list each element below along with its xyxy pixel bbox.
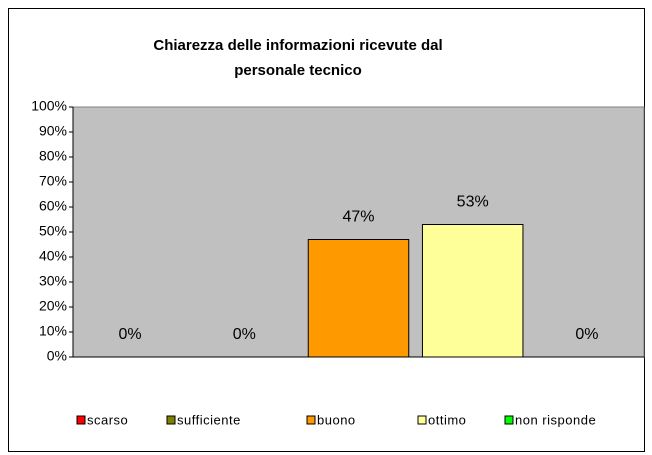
value-label: 0% bbox=[119, 326, 142, 343]
bar bbox=[421, 224, 524, 358]
y-tick-label: 20% bbox=[39, 298, 67, 314]
y-tick-label: 10% bbox=[39, 323, 67, 339]
value-label: 0% bbox=[233, 326, 256, 343]
y-tick-label: 0% bbox=[47, 348, 67, 364]
y-tick-label: 90% bbox=[39, 123, 67, 139]
legend-swatch bbox=[76, 415, 86, 425]
chart-title: personale tecnico bbox=[234, 62, 362, 79]
y-tick-label: 60% bbox=[39, 198, 67, 214]
y-tick-label: 30% bbox=[39, 273, 67, 289]
bar bbox=[307, 239, 410, 358]
y-tick-label: 50% bbox=[39, 223, 67, 239]
legend-label: sufficiente bbox=[177, 412, 241, 427]
legend-swatch bbox=[417, 415, 427, 425]
value-label: 47% bbox=[342, 209, 374, 226]
legend-label: scarso bbox=[87, 412, 128, 427]
legend-label: buono bbox=[317, 412, 356, 427]
legend-swatch bbox=[166, 415, 176, 425]
legend-label: ottimo bbox=[428, 412, 466, 427]
y-tick-label: 100% bbox=[31, 98, 67, 114]
legend-label: non risponde bbox=[515, 412, 596, 427]
y-tick-label: 80% bbox=[39, 148, 67, 164]
y-tick-label: 70% bbox=[39, 173, 67, 189]
y-tick-label: 40% bbox=[39, 248, 67, 264]
value-label: 0% bbox=[575, 326, 598, 343]
legend-swatch bbox=[306, 415, 316, 425]
legend-swatch bbox=[504, 415, 514, 425]
chart-title: Chiarezza delle informazioni ricevute da… bbox=[153, 37, 442, 54]
value-label: 53% bbox=[457, 194, 489, 211]
